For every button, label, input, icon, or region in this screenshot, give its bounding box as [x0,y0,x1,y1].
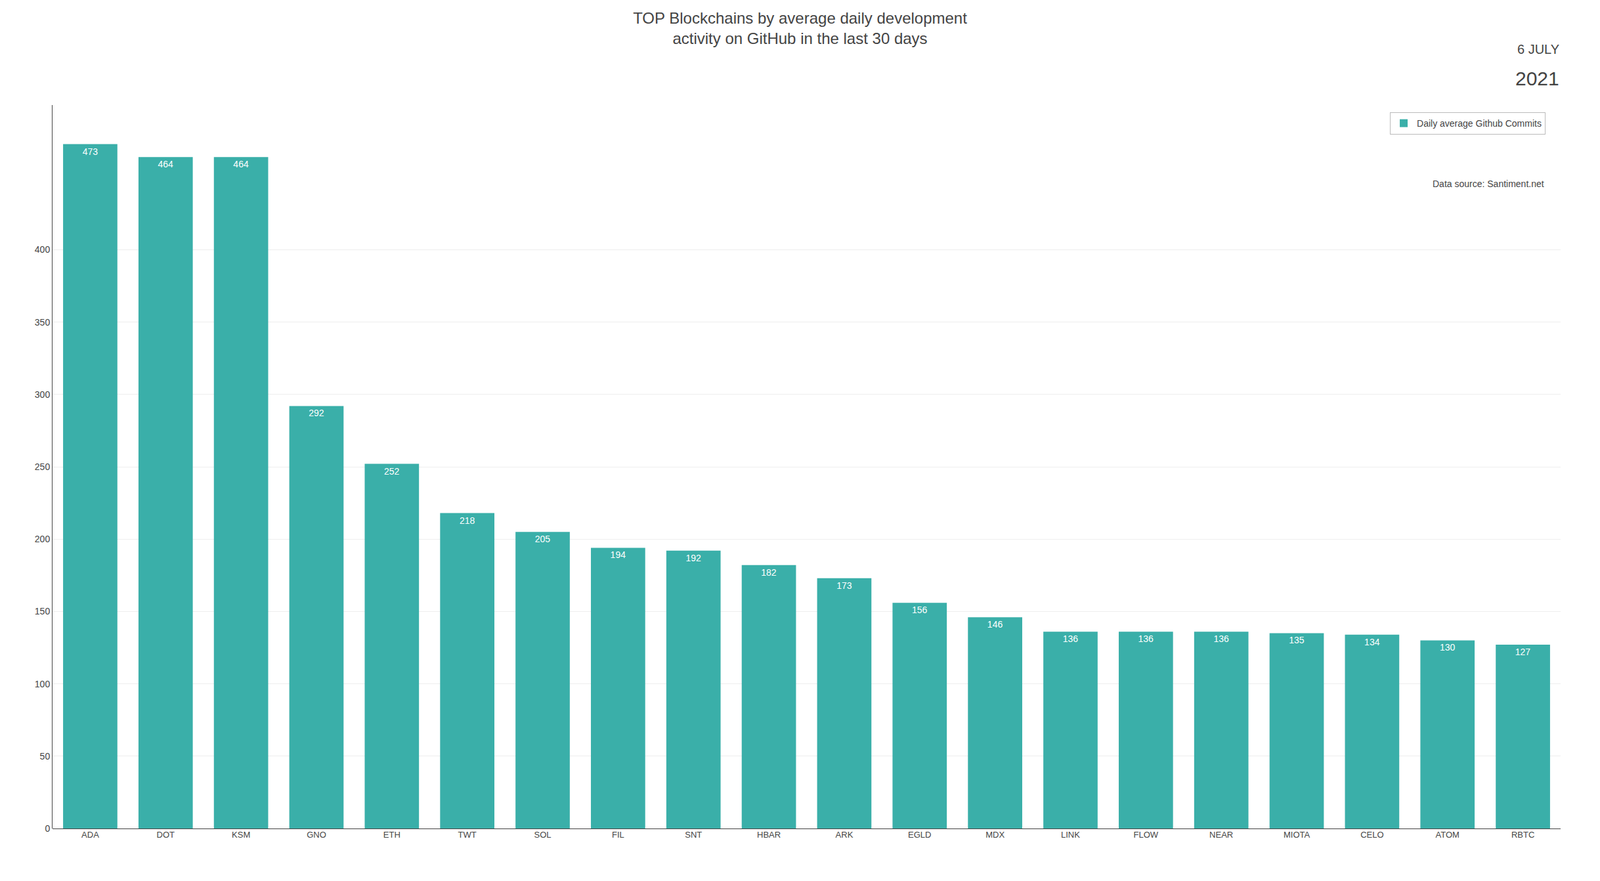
svg-text:Daily average Github Commits: Daily average Github Commits [1416,118,1542,129]
svg-text:136: 136 [1062,633,1079,645]
svg-text:DOT: DOT [156,829,176,840]
svg-text:464: 464 [157,158,174,170]
svg-text:TWT: TWT [458,829,477,840]
svg-text:LINK: LINK [1060,829,1081,840]
svg-text:NEAR: NEAR [1209,829,1233,840]
svg-text:MIOTA: MIOTA [1283,829,1311,840]
svg-text:127: 127 [1515,646,1532,658]
svg-text:146: 146 [987,619,1004,630]
svg-text:2021: 2021 [1515,67,1560,90]
svg-text:218: 218 [459,515,476,526]
svg-text:400: 400 [34,244,51,255]
svg-text:252: 252 [384,466,400,477]
svg-text:182: 182 [760,567,777,578]
svg-text:464: 464 [233,158,249,170]
svg-text:MDX: MDX [985,829,1005,840]
svg-text:130: 130 [1439,642,1456,653]
svg-text:CELO: CELO [1360,829,1384,840]
svg-text:205: 205 [535,533,551,545]
svg-text:RBTC: RBTC [1511,829,1535,840]
svg-text:SOL: SOL [534,829,552,840]
svg-text:300: 300 [34,389,51,400]
svg-text:GNO: GNO [306,829,327,840]
svg-text:136: 136 [1213,633,1230,645]
svg-text:135: 135 [1288,634,1305,646]
svg-text:194: 194 [610,549,627,561]
svg-text:HBAR: HBAR [756,829,781,840]
svg-text:FLOW: FLOW [1133,829,1159,840]
svg-text:TOP Blockchains by average dai: TOP Blockchains by average daily develop… [632,9,968,48]
svg-text:136: 136 [1138,633,1155,645]
svg-text:192: 192 [685,552,702,564]
svg-text:SNT: SNT [684,829,702,840]
svg-text:0: 0 [44,823,50,834]
svg-text:200: 200 [34,533,51,545]
svg-text:ATOM: ATOM [1435,829,1460,840]
svg-text:Data source: Santiment.net: Data source: Santiment.net [1432,178,1545,190]
svg-text:173: 173 [836,580,853,591]
svg-text:134: 134 [1364,636,1381,648]
svg-text:ARK: ARK [835,829,854,840]
svg-text:KSM: KSM [231,829,251,840]
svg-text:292: 292 [308,407,325,419]
svg-text:ADA: ADA [81,829,100,840]
svg-text:250: 250 [34,461,51,473]
svg-text:350: 350 [34,317,51,328]
svg-text:FIL: FIL [611,829,625,840]
svg-text:473: 473 [82,146,99,157]
svg-text:150: 150 [34,605,51,617]
svg-text:6 JULY: 6 JULY [1517,42,1560,57]
svg-text:EGLD: EGLD [908,829,931,840]
svg-text:50: 50 [40,751,51,762]
svg-text:100: 100 [34,678,51,690]
svg-text:ETH: ETH [383,829,401,840]
svg-text:156: 156 [911,604,928,616]
